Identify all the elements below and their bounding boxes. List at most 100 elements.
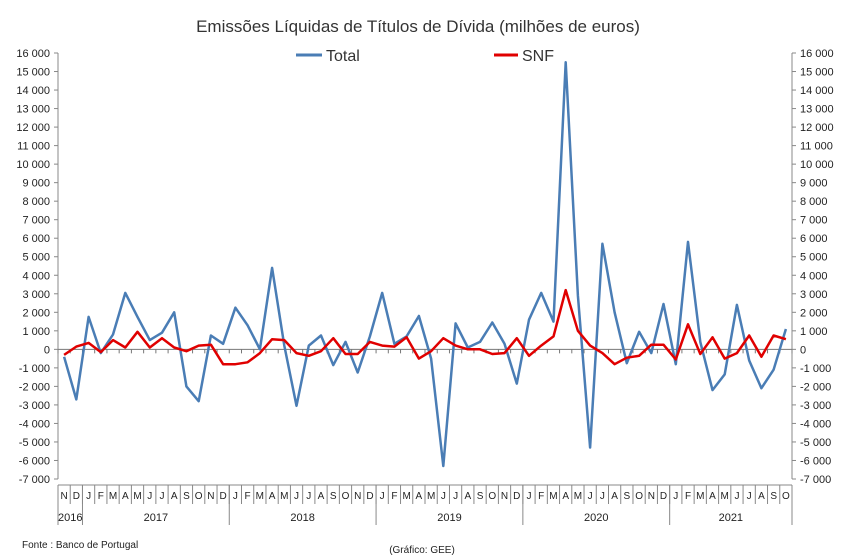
legend-snf-label: SNF [522, 48, 554, 65]
month-tick-label: M [549, 491, 557, 502]
month-tick-label: D [660, 491, 667, 502]
y-tick-label-left: 6 000 [22, 233, 50, 245]
y-tick-label-left: 5 000 [22, 252, 50, 264]
month-tick-label: N [648, 491, 655, 502]
y-tick-label-right: -5 000 [800, 437, 831, 449]
month-tick-label: J [159, 491, 164, 502]
y-tick-label-left: -1 000 [19, 363, 50, 375]
axes [57, 53, 793, 479]
month-tick-label: O [488, 491, 496, 502]
month-tick-label: J [673, 491, 678, 502]
y-tick-label-right: 15 000 [800, 67, 834, 79]
month-tick-label: O [782, 491, 790, 502]
y-tick-label-right: -7 000 [800, 474, 831, 486]
month-tick-label: J [734, 491, 739, 502]
y-tick-label-left: 11 000 [17, 141, 50, 153]
source-note: Fonte : Banco de Portugal [22, 540, 138, 551]
series-line-total [62, 61, 788, 468]
y-tick-label-left: 4 000 [22, 270, 50, 282]
month-tick-label: M [256, 491, 264, 502]
y-tick-label-right: 8 000 [800, 196, 828, 208]
y-tick-label-left: -3 000 [19, 400, 50, 412]
y-tick-label-right: 3 000 [800, 289, 828, 301]
month-tick-label: A [611, 491, 618, 502]
year-tick-label: 2017 [144, 512, 168, 524]
y-tick-label-left: 0 [44, 344, 50, 356]
month-tick-label: J [600, 491, 605, 502]
month-tick-label: J [747, 491, 752, 502]
year-tick-label: 2021 [719, 512, 743, 524]
y-tick-label-left: 1 000 [22, 326, 50, 338]
month-tick-label: J [588, 491, 593, 502]
month-tick-label: S [624, 491, 631, 502]
y-tick-label-left: 2 000 [22, 307, 50, 319]
y-tick-label-right: 5 000 [800, 252, 828, 264]
month-tick-label: J [380, 491, 385, 502]
y-tick-label-left: -7 000 [19, 474, 50, 486]
year-tick-label: 2016 [58, 512, 82, 524]
chart-title: Emissões Líquidas de Títulos de Dívida (… [196, 17, 640, 36]
y-tick-label-right: -4 000 [800, 418, 831, 430]
y-axis-right: 16 000 15 000 14 000 13 000 12 000 11 000 10 0… [792, 48, 834, 486]
y-tick-label-right: 6 000 [800, 233, 828, 245]
month-tick-label: A [464, 491, 471, 502]
y-tick-label-left: -2 000 [19, 381, 50, 393]
month-tick-label: M [280, 491, 288, 502]
y-tick-label-right: 0 [800, 344, 806, 356]
y-tick-label-left: 16 000 [16, 48, 50, 60]
month-tick-label: F [391, 491, 397, 502]
month-tick-label: J [86, 491, 91, 502]
month-tick-label: N [207, 491, 214, 502]
month-tick-label: A [318, 491, 325, 502]
month-tick-label: D [73, 491, 80, 502]
month-tick-label: O [195, 491, 203, 502]
month-tick-label: A [758, 491, 765, 502]
month-tick-label: F [245, 491, 251, 502]
y-tick-label-right: 1 000 [800, 326, 828, 338]
y-tick-label-right: -6 000 [800, 455, 831, 467]
legend-total-label: Total [326, 48, 360, 65]
month-tick-label: N [501, 491, 508, 502]
y-tick-label-right: -3 000 [800, 400, 831, 412]
year-tick-label: 2020 [584, 512, 608, 524]
month-tick-label: O [342, 491, 350, 502]
month-tick-label: A [562, 491, 569, 502]
month-tick-label: M [133, 491, 141, 502]
month-tick-label: M [696, 491, 704, 502]
month-tick-label: J [233, 491, 238, 502]
y-tick-label-right: -2 000 [800, 381, 831, 393]
y-tick-label-right: 11 000 [800, 141, 833, 153]
y-tick-label-left: 3 000 [22, 289, 50, 301]
month-tick-label: D [366, 491, 373, 502]
y-tick-label-right: 7 000 [800, 215, 828, 227]
y-tick-label-right: 2 000 [800, 307, 828, 319]
month-tick-label: A [416, 491, 423, 502]
y-tick-label-right: -1 000 [800, 363, 831, 375]
month-tick-label: N [354, 491, 361, 502]
month-tick-label: J [294, 491, 299, 502]
y-tick-label-right: 4 000 [800, 270, 828, 282]
month-tick-label: S [330, 491, 337, 502]
month-tick-label: D [513, 491, 520, 502]
month-tick-label: A [709, 491, 716, 502]
y-tick-label-right: 10 000 [800, 159, 834, 171]
month-tick-label: M [402, 491, 410, 502]
y-tick-label-left: -6 000 [19, 455, 50, 467]
year-tick-label: 2018 [290, 512, 314, 524]
y-tick-label-left: 13 000 [16, 104, 50, 116]
month-tick-label: O [635, 491, 643, 502]
month-tick-label: N [60, 491, 67, 502]
month-tick-label: M [109, 491, 117, 502]
month-tick-label: M [427, 491, 435, 502]
y-tick-label-left: -4 000 [19, 418, 50, 430]
credit-note: (Gráfico: GEE) [389, 545, 455, 556]
month-tick-label: J [453, 491, 458, 502]
legend: Total SNF [296, 48, 554, 65]
y-tick-label-right: 9 000 [800, 178, 828, 190]
month-tick-label: F [98, 491, 104, 502]
month-tick-label: J [147, 491, 152, 502]
month-tick-label: A [269, 491, 276, 502]
year-tick-label: 2019 [437, 512, 461, 524]
month-tick-label: M [721, 491, 729, 502]
